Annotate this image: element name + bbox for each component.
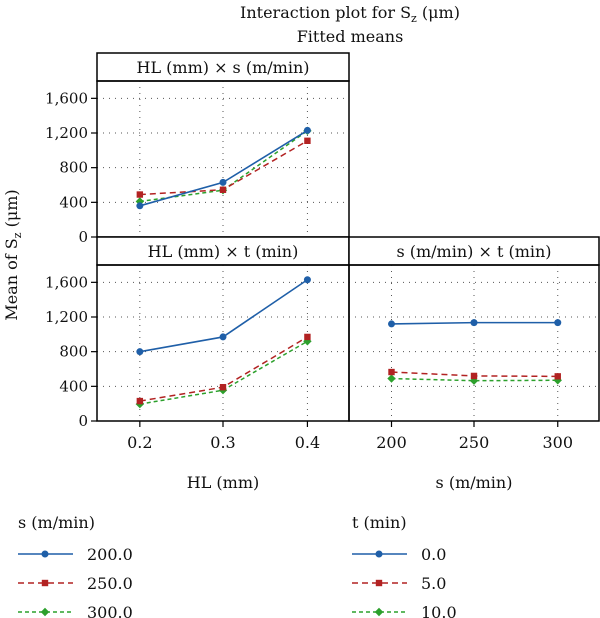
chart-title-line2: Fitted means [297,27,404,46]
panel-s-by-t: s (m/min) × t (min) 200 250 300 s (m/min) [348,236,600,492]
panel-HL-by-t: HL (mm) × t (min) 0 400 800 1,200 1,600 0.2 0.3… [45,236,350,492]
y-tick-label: 1,600 [45,89,88,107]
data-point [387,374,396,383]
y-tick-label: 400 [59,377,88,395]
legend-1: s (m/min) 200.0 250.0 300.0 [18,513,133,618]
data-point [219,178,227,186]
y-tick-label: 400 [59,193,88,211]
data-point [136,348,144,356]
legend-entry-label: 200.0 [87,545,133,564]
legend-2: t (min) 0.0 5.0 10.0 [352,513,457,618]
legend-title: t (min) [352,513,407,532]
data-point [136,191,144,198]
legend-swatch-marker [40,607,50,617]
chart-title-line1: Interaction plot for Sz (μm) [240,3,460,25]
legend-swatch-marker [375,579,383,587]
data-point [219,384,227,391]
legend-swatch-marker [374,607,384,617]
legend-entry-label: 250.0 [87,574,133,593]
x-tick-label: 0.2 [127,433,152,452]
data-point [219,333,227,341]
y-axis-label: Mean of Sz (μm) [2,189,24,320]
data-point [136,397,144,405]
data-point [136,202,144,210]
y-tick-label: 0 [78,228,88,246]
legend-entry-label: 10.0 [421,603,457,618]
x-tick-label: 0.3 [210,433,235,452]
x-tick-label: 200 [376,433,407,452]
y-tick-label: 800 [59,343,88,361]
legend-swatch-marker [41,579,49,587]
series-line-3 [139,340,308,405]
data-point [388,320,395,328]
y-tick-label: 0 [78,412,88,430]
x-tick-label: 250 [459,433,490,452]
data-point [304,137,311,144]
y-tick-label: 1,200 [45,308,88,326]
data-point [135,197,145,206]
data-point [554,319,562,327]
y-tick-label: 1,600 [45,273,88,291]
legend-swatch-marker [41,550,49,558]
data-point [303,126,311,134]
legend-entry-label: 5.0 [421,574,446,593]
y-tick-label: 800 [59,159,88,177]
data-point [303,276,311,284]
legend-entry-label: 300.0 [87,603,133,618]
x-tick-label: 300 [542,433,573,452]
data-point [470,372,478,380]
x-axis-label: HL (mm) [187,473,260,492]
data-point [554,373,561,380]
x-axis-label: s (m/min) [436,473,513,492]
legend-title: s (m/min) [18,513,95,532]
panel-strip-label: HL (mm) × s (m/min) [136,58,309,77]
panel-strip-label: HL (mm) × t (min) [148,242,299,261]
series-line-1 [139,279,308,353]
panel-strip [348,236,600,266]
y-tick-label: 1,200 [45,124,88,142]
data-point [388,368,395,376]
data-point [470,319,478,327]
data-point [304,333,311,341]
x-tick-label: 0.4 [295,433,320,452]
panel-strip [96,52,350,82]
panel-HL-by-s: HL (mm) × s (m/min) 0 400 800 1,200 1,600 [45,52,350,246]
legend-entry-label: 0.0 [421,545,446,564]
panel-strip-label: s (m/min) × t (min) [396,242,551,261]
data-point [219,186,227,193]
legend-swatch-marker [375,550,383,558]
